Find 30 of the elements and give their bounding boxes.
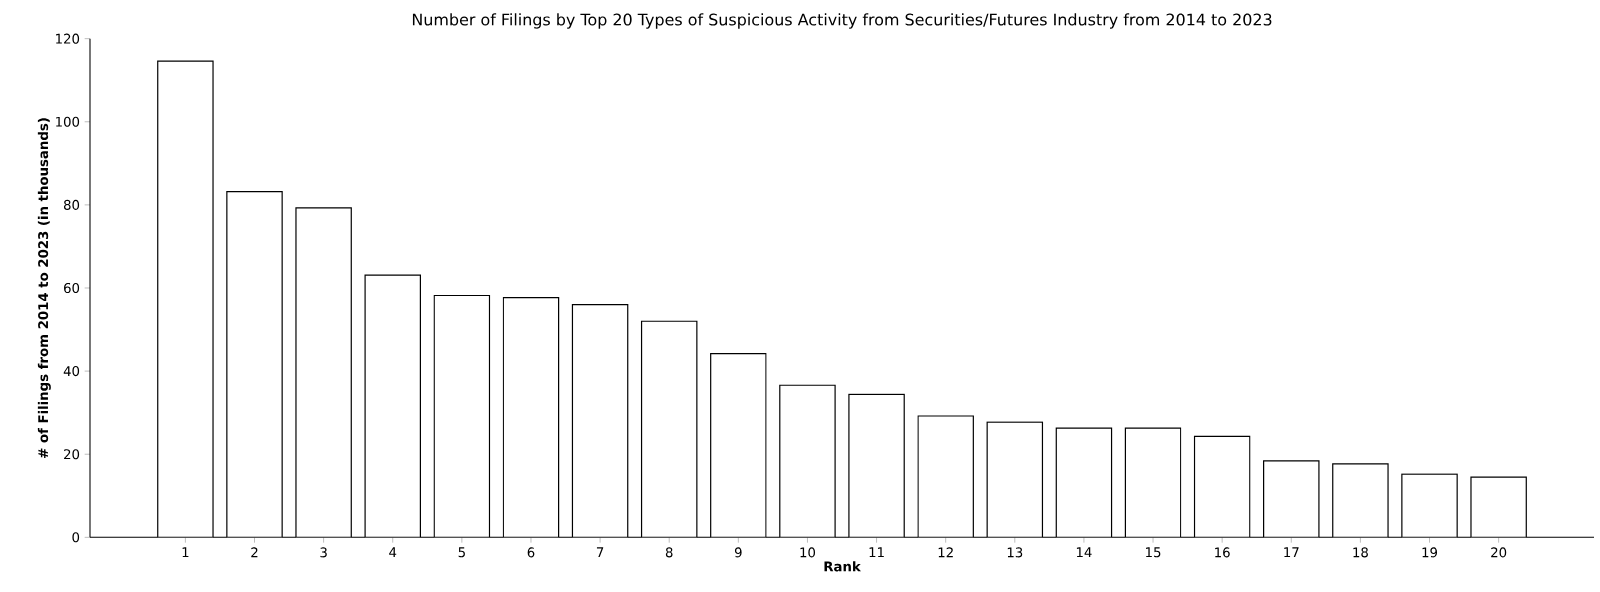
x-tick-label: 19: [1422, 547, 1438, 558]
x-tick-label: 4: [389, 547, 397, 558]
x-tick-label: 3: [320, 547, 327, 558]
y-tick-label: 0: [72, 532, 80, 543]
x-tick-label: 2: [251, 547, 258, 558]
x-tick-label: 14: [1076, 547, 1092, 558]
x-axis-title: Rank: [824, 561, 861, 572]
x-tick-label: 13: [1007, 547, 1023, 558]
x-tick-label: 9: [734, 547, 742, 558]
x-tick-label: 6: [527, 547, 535, 558]
x-tick-label: 15: [1146, 547, 1161, 558]
x-tick-label: 20: [1491, 547, 1507, 558]
x-tick-label: 16: [1215, 547, 1230, 558]
x-tick-label: 11: [869, 547, 884, 558]
chart-title: Number of Filings by Top 20 Types of Suspicious Activity from Securities/Futures Industry from 2014 to 2023: [412, 13, 1272, 29]
x-tick-label: 1: [182, 547, 189, 558]
y-tick-label: 40: [63, 366, 80, 377]
y-tick-label: 60: [64, 282, 80, 294]
y-axis-title: # of Filings from 2014 to 2023 (in thousands): [37, 118, 51, 458]
x-tick-label: 18: [1353, 547, 1368, 558]
y-tick-label: 20: [64, 449, 80, 460]
x-tick-label: 12: [938, 547, 953, 558]
x-tick-label: 5: [458, 547, 465, 558]
x-tick-label: 10: [800, 547, 816, 558]
y-tick-label: 80: [63, 199, 80, 210]
x-tick-label: 17: [1284, 547, 1299, 558]
y-tick-label: 100: [56, 116, 80, 127]
y-tick-label: 120: [56, 33, 80, 44]
x-tick-label: 7: [596, 547, 604, 558]
x-tick-label: 8: [665, 547, 673, 558]
